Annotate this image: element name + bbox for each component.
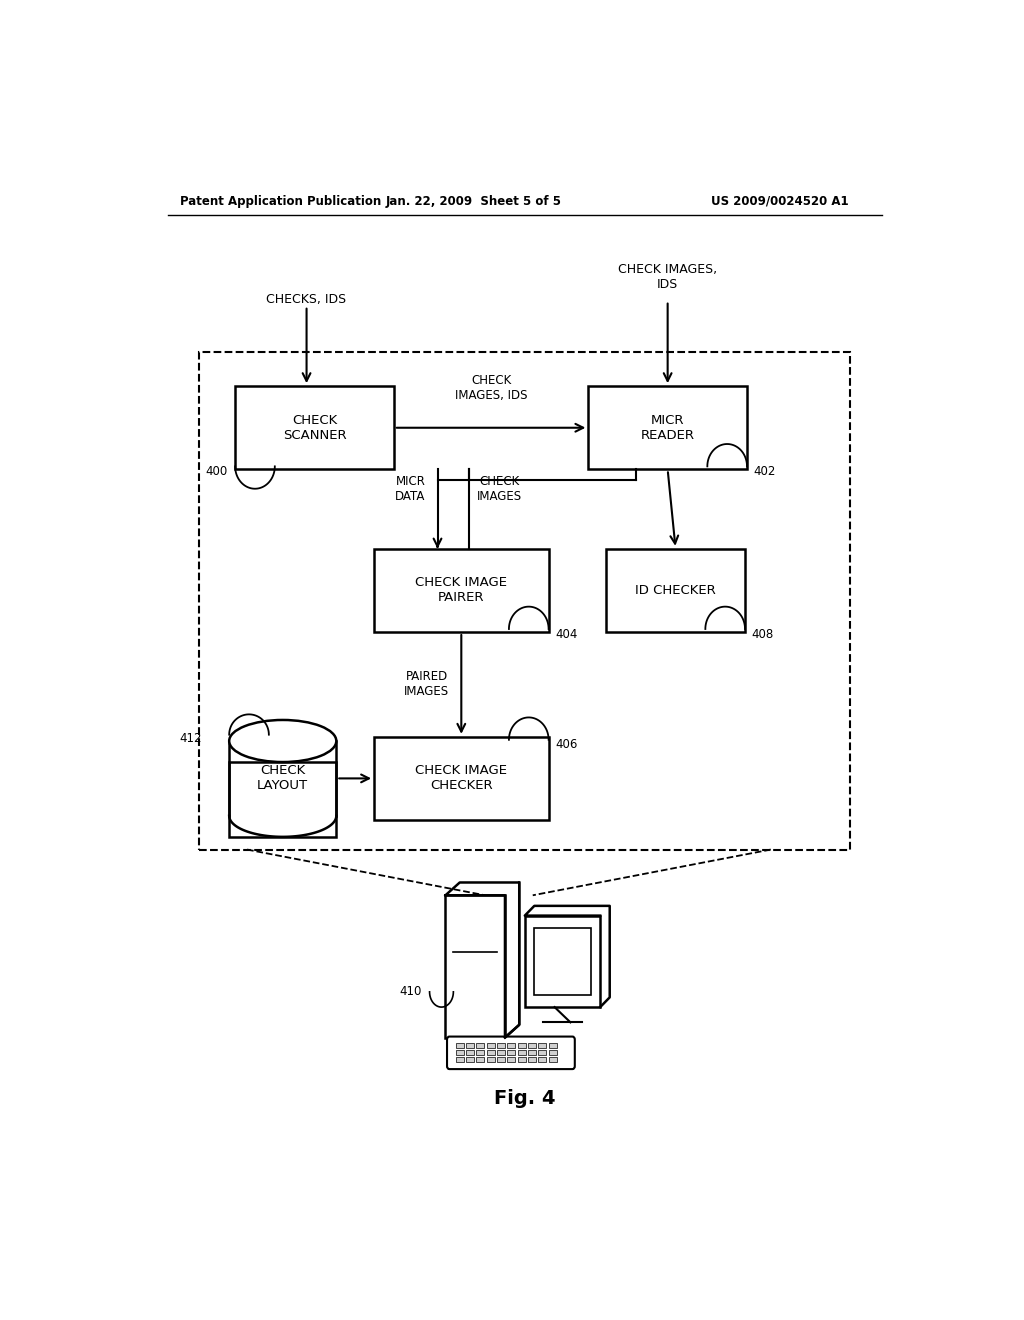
Bar	[497, 1043, 505, 1048]
Bar	[507, 1057, 515, 1063]
Text: 400: 400	[205, 465, 227, 478]
Bar	[374, 549, 549, 632]
Text: CHECK IMAGE
CHECKER: CHECK IMAGE CHECKER	[416, 764, 507, 792]
Bar	[518, 1043, 525, 1048]
Bar	[466, 1049, 474, 1055]
Text: PAIRED
IMAGES: PAIRED IMAGES	[404, 671, 450, 698]
Bar	[374, 737, 549, 820]
Text: MICR
READER: MICR READER	[641, 413, 694, 442]
Bar	[507, 1049, 515, 1055]
Bar	[497, 1049, 505, 1055]
Bar	[528, 1043, 536, 1048]
Bar	[518, 1049, 525, 1055]
Text: CHECK
IMAGES, IDS: CHECK IMAGES, IDS	[455, 375, 527, 403]
Bar	[518, 1057, 525, 1063]
Text: ID CHECKER: ID CHECKER	[635, 583, 716, 597]
Text: CHECK IMAGES,
IDS: CHECK IMAGES, IDS	[618, 263, 717, 290]
Text: 404: 404	[555, 627, 578, 640]
Bar	[549, 1043, 557, 1048]
Bar	[539, 1043, 546, 1048]
Bar	[539, 1049, 546, 1055]
Text: Jan. 22, 2009  Sheet 5 of 5: Jan. 22, 2009 Sheet 5 of 5	[385, 194, 561, 207]
Bar	[200, 351, 850, 850]
Text: 402: 402	[754, 465, 776, 478]
Bar	[507, 1043, 515, 1048]
Bar	[456, 1043, 464, 1048]
Bar	[476, 1043, 484, 1048]
Bar	[539, 1057, 546, 1063]
Bar	[549, 1057, 557, 1063]
Text: 406: 406	[555, 738, 578, 751]
Text: CHECK IMAGE
PAIRER: CHECK IMAGE PAIRER	[416, 577, 507, 605]
Text: CHECK
SCANNER: CHECK SCANNER	[283, 413, 346, 442]
Text: CHECK
LAYOUT: CHECK LAYOUT	[257, 764, 308, 792]
Text: 412: 412	[179, 733, 202, 746]
Text: 410: 410	[399, 985, 422, 998]
Bar	[486, 1057, 495, 1063]
Bar	[528, 1049, 536, 1055]
Text: Patent Application Publication: Patent Application Publication	[179, 194, 381, 207]
Bar	[236, 385, 394, 470]
Ellipse shape	[229, 719, 336, 762]
Bar	[476, 1057, 484, 1063]
Bar	[486, 1049, 495, 1055]
FancyBboxPatch shape	[447, 1036, 574, 1069]
Bar	[549, 1049, 557, 1055]
Bar	[588, 385, 748, 470]
Text: 408: 408	[752, 627, 773, 640]
Text: Fig. 4: Fig. 4	[494, 1089, 556, 1107]
Bar	[229, 762, 336, 837]
Text: CHECK
IMAGES: CHECK IMAGES	[477, 475, 522, 503]
Bar	[456, 1049, 464, 1055]
Bar	[466, 1043, 474, 1048]
Bar	[528, 1057, 536, 1063]
Bar	[524, 916, 600, 1007]
Bar	[497, 1057, 505, 1063]
Text: MICR
DATA: MICR DATA	[395, 475, 426, 503]
Bar	[466, 1057, 474, 1063]
Text: US 2009/0024520 A1: US 2009/0024520 A1	[712, 194, 849, 207]
Bar	[486, 1043, 495, 1048]
Bar	[606, 549, 745, 632]
Text: CHECKS, IDS: CHECKS, IDS	[266, 293, 346, 306]
Bar	[456, 1057, 464, 1063]
Bar	[476, 1049, 484, 1055]
Bar	[445, 895, 505, 1038]
Bar	[535, 928, 591, 995]
